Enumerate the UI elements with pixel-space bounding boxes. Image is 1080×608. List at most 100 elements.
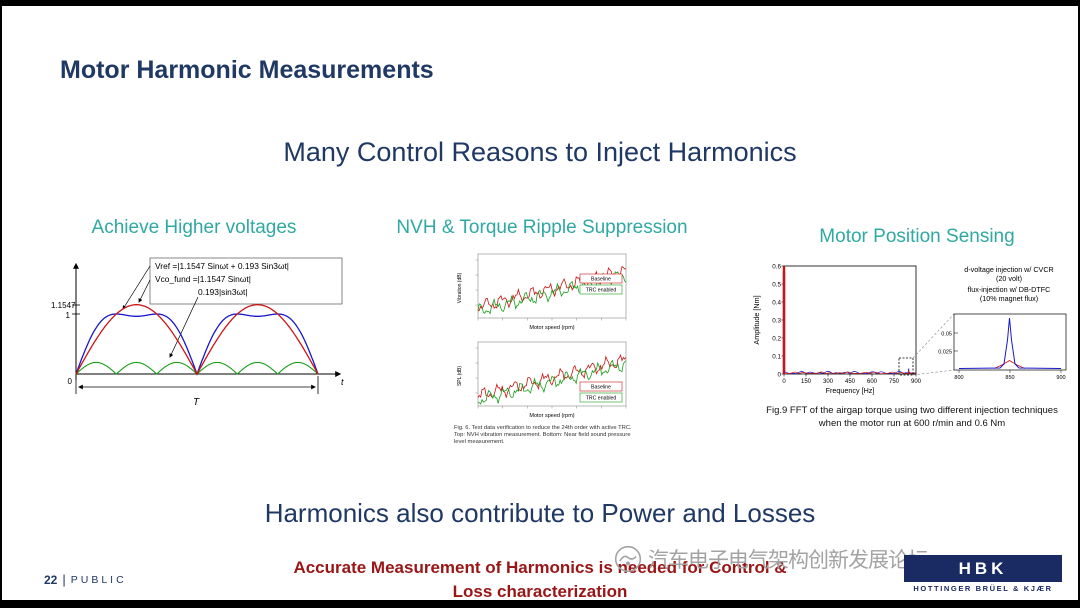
- fig3-inset-xtick-800: 800: [954, 375, 963, 381]
- footer-separator: |: [62, 572, 66, 587]
- harmonic-injection-plot: 1.1547 1 0 t Vref =|1.1547 Sinωt + 0.193…: [51, 257, 344, 408]
- svg-text:450: 450: [845, 379, 856, 385]
- fig2b-legend-baseline-label: Baseline: [591, 385, 611, 391]
- svg-text:0: 0: [782, 379, 786, 385]
- fig3-inset-ytick-0025: 0.025: [938, 350, 952, 356]
- fig3-caption-line2: when the motor run at 600 r/min and 0.6 …: [818, 417, 1006, 429]
- fig3-caption-line1: Fig.9 FFT of the airgap torque using two…: [766, 405, 1058, 416]
- bottom-heading: Harmonics also contribute to Power and L…: [264, 498, 816, 528]
- svg-text:750: 750: [889, 379, 900, 385]
- svg-text:150: 150: [801, 379, 812, 385]
- fig3-inset: 0.05 0.025 800 850 900: [938, 313, 1067, 381]
- fig3-stems: [782, 266, 910, 374]
- fig3-zoom-connector-top: [912, 313, 955, 359]
- page-footer: 22 | PUBLIC: [44, 572, 127, 587]
- fig3-inset-ytick-005: 0.05: [941, 332, 952, 338]
- fig2b-baseline-curve: [477, 353, 627, 399]
- fig1-legend-box: Vref =|1.1547 Sinωt + 0.193 Sin3ωt| Vco_…: [122, 257, 343, 358]
- fig3-xlabel: Frequency [Hz]: [826, 386, 875, 395]
- fig2b-legend-trc-label: TRC enabled: [586, 396, 617, 402]
- svg-text:0.6: 0.6: [772, 263, 781, 270]
- fig3-legend-blue-line1: d-voltage injection w/ CVCR: [964, 265, 1053, 274]
- fig3-legend-blue-line2: (20 volt): [996, 274, 1022, 283]
- fig2-caption-line3: level measurement.: [454, 439, 505, 445]
- figure-harmonic-injection: 1.1547 1 0 t Vref =|1.1547 Sinωt + 0.193…: [50, 252, 350, 415]
- svg-text:900: 900: [911, 379, 922, 385]
- fig2b-legend-baseline-box: [579, 381, 623, 392]
- watermark-logo-icon: [614, 545, 642, 573]
- fig1-legend-line-third: 0.193|sin3ωt|: [198, 287, 248, 297]
- svg-text:300: 300: [823, 379, 834, 385]
- svg-text:0.2: 0.2: [772, 335, 781, 342]
- fig2a-ticks: [475, 259, 627, 321]
- page-number: 22: [44, 572, 58, 587]
- fig2b-ticks: [475, 347, 627, 409]
- fig1-axes: [72, 262, 342, 380]
- fig3-legend: d-voltage injection w/ CVCR (20 volt) fl…: [964, 265, 1053, 303]
- fig2b-legend: Baseline TRC enabled: [579, 381, 623, 403]
- fig2b-trc-curve: [477, 359, 627, 405]
- figure-nvh-torque-ripple: Vibration (dB) Baseline TRC enabled Moto…: [454, 250, 634, 446]
- fig1-curve-vref: [75, 313, 319, 376]
- fig3-inset-xtick-850: 850: [1005, 375, 1014, 381]
- column-header-position-sensing: Motor Position Sensing: [819, 226, 1015, 247]
- fig3-ytick-labels: 0 0.1 0.2 0.3 0.4 0.5 0.6: [772, 263, 781, 378]
- fig3-zoom-connector-bottom: [912, 369, 955, 376]
- fig1-legend-line-vref: Vref =|1.1547 Sinωt + 0.193 Sin3ωt|: [155, 261, 289, 271]
- fig1-xlabel: t: [341, 377, 344, 387]
- fig2a-xlabel: Motor speed (rpm): [529, 325, 574, 331]
- fig2a-legend-trc-box: [579, 284, 623, 295]
- fig3-plot-frame: [783, 265, 917, 375]
- svg-text:0.1: 0.1: [772, 353, 781, 360]
- fig3-xtick-labels: 0 150 300 450 600 750 900: [782, 379, 921, 385]
- fig1-curve-fundamental: [75, 304, 319, 376]
- fig1-ytick-max: 1.1547: [51, 301, 76, 310]
- fig2a-legend-trc-label: TRC enabled: [586, 288, 617, 294]
- nvh-spl-plot: SPL (dB) Baseline TRC enabled Motor spee…: [457, 341, 627, 419]
- fig1-period-label: T: [193, 397, 200, 408]
- svg-text:600: 600: [867, 379, 878, 385]
- hbk-brand-text: HBK: [958, 558, 1008, 578]
- fig3-legend-red-line2: (10% magnet flux): [980, 294, 1038, 303]
- fig3-caption: Fig.9 FFT of the airgap torque using two…: [750, 405, 1074, 430]
- fig2a-legend-baseline-box: [579, 273, 623, 284]
- fig3-inset-xtick-900: 900: [1056, 375, 1065, 381]
- svg-text:0.5: 0.5: [772, 281, 781, 288]
- fig2a-ylabel: Vibration (dB): [457, 272, 463, 303]
- fig1-period-marker: T: [75, 376, 319, 408]
- fft-plot: 0 0.1 0.2 0.3 0.4 0.5 0.6 0 150 300 450 …: [752, 263, 1067, 395]
- fig2b-ylabel: SPL (dB): [457, 366, 463, 386]
- fig3-noise-blue: [783, 371, 917, 375]
- hbk-tagline: HOTTINGER BRÜEL & KJÆR: [913, 584, 1053, 593]
- column-header-higher-voltages: Achieve Higher voltages: [91, 217, 297, 238]
- fig1-legend-line-fund: Vco_fund =|1.1547 Sinωt|: [155, 274, 251, 284]
- fig3-inset-blue-peak: [958, 317, 1062, 369]
- nvh-vibration-plot: Vibration (dB) Baseline TRC enabled Moto…: [457, 253, 627, 331]
- fig2-caption: Fig. 6. Test data verification to reduce…: [454, 425, 632, 446]
- svg-text:0.4: 0.4: [772, 299, 781, 306]
- fig3-legend-red-line1: flux-injection w/ DB-DTFC: [968, 285, 1051, 294]
- hbk-logo: HBK HOTTINGER BRÜEL & KJÆR: [904, 555, 1062, 593]
- fig1-ytick-one: 1: [66, 311, 71, 320]
- fig3-noise-red: [784, 371, 917, 375]
- figure-fft-airgap-torque: 0 0.1 0.2 0.3 0.4 0.5 0.6 0 150 300 450 …: [750, 256, 1074, 409]
- fig2-caption-line2: Top: NVH vibration measurement. Bottom: …: [454, 432, 631, 438]
- svg-text:0.3: 0.3: [772, 317, 781, 324]
- fig1-ytick-zero: 0: [68, 377, 73, 386]
- column-header-nvh-torque-ripple: NVH & Torque Ripple Suppression: [396, 217, 688, 238]
- fig3-zoom-region-box: [898, 357, 914, 376]
- page-title: Motor Harmonic Measurements: [60, 56, 434, 84]
- fig2a-legend: Baseline TRC enabled: [579, 273, 623, 295]
- fig2-caption-line1: Fig. 6. Test data verification to reduce…: [454, 425, 632, 431]
- fig2b-xlabel: Motor speed (rpm): [529, 413, 574, 419]
- conclusion-line2: Loss characterization: [452, 582, 628, 601]
- slide-subtitle: Many Control Reasons to Inject Harmonics: [283, 137, 797, 167]
- fig3-inset-red-peak: [993, 360, 1026, 369]
- fig2a-legend-baseline-label: Baseline: [591, 277, 611, 283]
- classification-label: PUBLIC: [70, 573, 127, 586]
- watermark-text: 汽车电子电气架构创新发展论坛: [648, 549, 929, 572]
- fig3-ylabel: Amplitude [Nm]: [752, 295, 761, 344]
- watermark: 汽车电子电气架构创新发展论坛: [614, 544, 929, 574]
- svg-text:0: 0: [777, 371, 781, 378]
